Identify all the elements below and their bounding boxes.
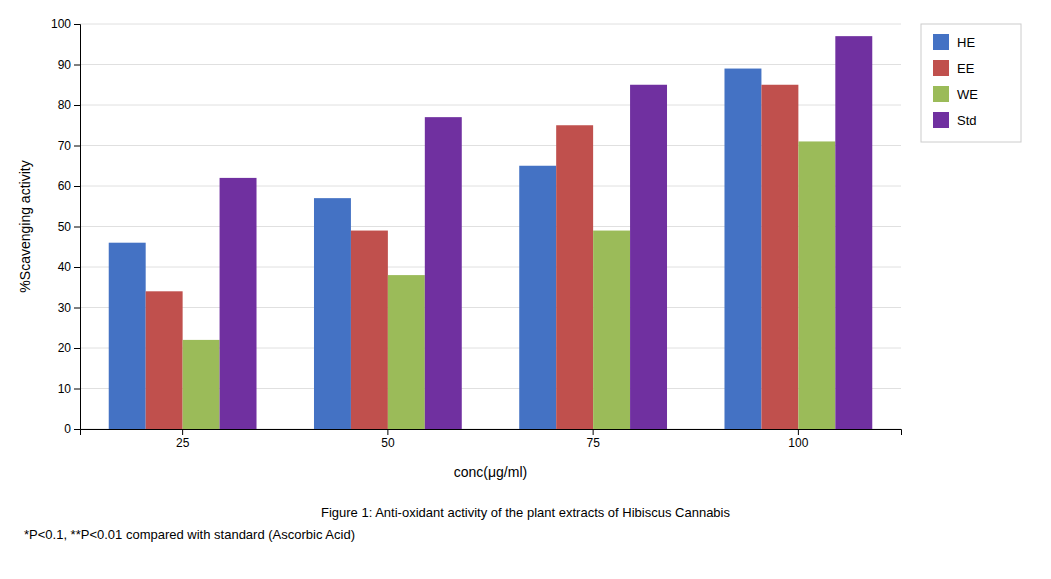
legend-frame — [921, 24, 1021, 142]
footnote: *P<0.1, **P<0.01 compared with standard … — [24, 527, 355, 542]
tick-label: 0 — [64, 422, 71, 436]
tick: 40 — [58, 260, 80, 274]
tick-label: 30 — [58, 301, 72, 315]
tick-label: 75 — [586, 436, 600, 450]
tick: 25 — [176, 429, 190, 450]
tick-label: 50 — [381, 436, 395, 450]
axis-line — [74, 25, 81, 430]
tick-mark — [74, 227, 80, 228]
tick-label: 20 — [58, 341, 72, 355]
bar — [519, 166, 556, 429]
tick-label: 50 — [58, 220, 72, 234]
bar — [388, 275, 425, 429]
bar — [798, 141, 835, 429]
legend-item: Std — [933, 112, 977, 128]
tick: 90 — [58, 58, 80, 72]
grid-line — [80, 64, 901, 65]
tick-mark — [74, 105, 80, 106]
grid-line — [80, 24, 901, 25]
tick: 100 — [51, 17, 80, 31]
legend-swatch — [933, 34, 949, 50]
plot: 0 10 20 30 40 50 60 70 80 90 100 25 50 75 100 %Scavengi… — [17, 17, 902, 480]
bar — [351, 231, 388, 429]
legend-item: HE — [933, 34, 975, 50]
tick: 50 — [381, 429, 395, 450]
tick-mark — [593, 429, 594, 435]
tick-mark — [74, 429, 80, 430]
tick: 70 — [58, 139, 80, 153]
legend: HE EE WE Std — [921, 24, 1021, 142]
tick-mark — [74, 65, 80, 66]
tick: 80 — [58, 98, 80, 112]
bar — [183, 340, 220, 429]
bar — [146, 291, 183, 429]
tick-mark — [74, 24, 80, 25]
grid — [80, 24, 901, 429]
bar — [724, 69, 761, 429]
legend-swatch — [933, 60, 949, 76]
tick-label: 60 — [58, 179, 72, 193]
legend-label: HE — [957, 35, 975, 50]
bar — [556, 125, 593, 429]
tick-label: 100 — [788, 436, 808, 450]
bar — [109, 243, 146, 429]
tick: 100 — [788, 429, 808, 450]
x-axis-title: conc(μg/ml) — [454, 464, 527, 480]
bar — [425, 117, 462, 429]
legend-swatch — [933, 86, 949, 102]
legend-item: EE — [933, 60, 975, 76]
tick: 75 — [586, 429, 600, 450]
tick-label: 40 — [58, 260, 72, 274]
tick: 50 — [58, 220, 80, 234]
y-axis-title: %Scavenging activity — [17, 160, 33, 292]
bar — [835, 36, 872, 429]
chart: 0 10 20 30 40 50 60 70 80 90 100 25 50 75 100 %Scavengi… — [0, 0, 1051, 579]
tick: 20 — [58, 341, 80, 355]
y-axis: 0 10 20 30 40 50 60 70 80 90 100 — [51, 17, 81, 436]
tick-label: 80 — [58, 98, 72, 112]
tick-mark — [74, 389, 80, 390]
tick-mark — [74, 308, 80, 309]
tick-mark — [387, 429, 388, 435]
legend-swatch — [933, 112, 949, 128]
tick-mark — [182, 429, 183, 435]
tick-mark — [74, 146, 80, 147]
bar — [220, 178, 257, 429]
bar — [593, 231, 630, 429]
tick-label: 100 — [51, 17, 71, 31]
tick: 30 — [58, 301, 80, 315]
tick-label: 70 — [58, 139, 72, 153]
legend-label: EE — [957, 61, 975, 76]
tick-mark — [74, 267, 80, 268]
tick-mark — [74, 348, 80, 349]
bar — [314, 198, 351, 429]
bars — [109, 36, 873, 429]
tick-mark — [798, 429, 799, 435]
tick-label: 25 — [176, 436, 190, 450]
tick: 10 — [58, 382, 80, 396]
legend-label: Std — [957, 113, 977, 128]
caption: Figure 1: Anti-oxidant activity of the p… — [321, 505, 730, 520]
tick-label: 90 — [58, 58, 72, 72]
bar — [630, 85, 667, 429]
x-axis: 25 50 75 100 — [81, 429, 902, 450]
tick: 60 — [58, 179, 80, 193]
tick: 0 — [64, 422, 80, 436]
tick-label: 10 — [58, 382, 72, 396]
axis-line — [81, 430, 902, 436]
tick-mark — [74, 186, 80, 187]
bar — [761, 85, 798, 429]
legend-item: WE — [933, 86, 978, 102]
legend-label: WE — [957, 87, 978, 102]
